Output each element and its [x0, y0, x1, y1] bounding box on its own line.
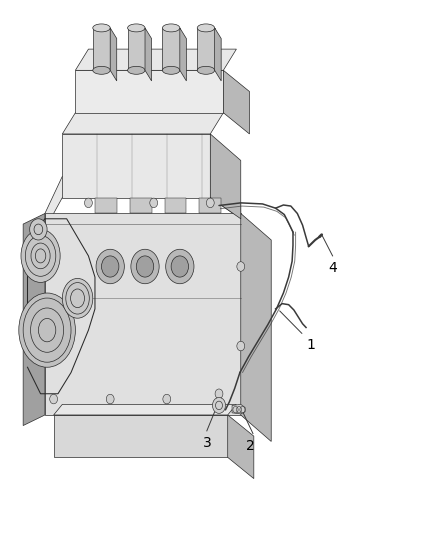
Polygon shape	[241, 214, 271, 441]
Ellipse shape	[127, 24, 145, 32]
Circle shape	[41, 294, 49, 303]
Ellipse shape	[162, 66, 180, 74]
Polygon shape	[45, 214, 241, 415]
Polygon shape	[199, 198, 221, 214]
Ellipse shape	[171, 256, 188, 277]
Polygon shape	[95, 198, 117, 214]
Text: 2: 2	[247, 439, 255, 453]
Circle shape	[212, 398, 226, 414]
Ellipse shape	[136, 256, 154, 277]
Ellipse shape	[21, 229, 60, 282]
Polygon shape	[45, 176, 241, 229]
Polygon shape	[228, 415, 254, 479]
Circle shape	[237, 262, 245, 271]
Polygon shape	[162, 28, 180, 70]
Ellipse shape	[102, 256, 119, 277]
Polygon shape	[75, 49, 237, 70]
Ellipse shape	[162, 24, 180, 32]
Circle shape	[106, 394, 114, 404]
Polygon shape	[75, 70, 223, 113]
Ellipse shape	[30, 219, 47, 240]
Polygon shape	[215, 28, 221, 81]
Ellipse shape	[62, 278, 93, 318]
Polygon shape	[53, 415, 228, 457]
Circle shape	[163, 394, 171, 404]
Circle shape	[41, 235, 49, 245]
Text: 3: 3	[202, 436, 211, 450]
Polygon shape	[110, 28, 117, 81]
Text: 1: 1	[306, 338, 315, 352]
Polygon shape	[127, 28, 145, 70]
Ellipse shape	[127, 66, 145, 74]
Ellipse shape	[197, 66, 215, 74]
Ellipse shape	[197, 24, 215, 32]
Circle shape	[215, 389, 223, 399]
Ellipse shape	[93, 24, 110, 32]
Circle shape	[150, 198, 158, 208]
Polygon shape	[93, 28, 110, 70]
Polygon shape	[62, 134, 210, 198]
Polygon shape	[223, 70, 250, 134]
Ellipse shape	[19, 293, 75, 367]
Ellipse shape	[96, 249, 124, 284]
Circle shape	[206, 198, 214, 208]
Polygon shape	[23, 214, 45, 425]
Polygon shape	[130, 198, 152, 214]
Circle shape	[237, 341, 245, 351]
Circle shape	[85, 198, 92, 208]
Polygon shape	[180, 28, 186, 81]
Ellipse shape	[131, 249, 159, 284]
Polygon shape	[165, 198, 186, 214]
Polygon shape	[210, 134, 241, 219]
Polygon shape	[145, 28, 152, 81]
Polygon shape	[197, 28, 215, 70]
Polygon shape	[53, 405, 237, 415]
Text: 4: 4	[328, 261, 337, 275]
Polygon shape	[232, 405, 245, 414]
Ellipse shape	[166, 249, 194, 284]
Polygon shape	[62, 113, 223, 134]
Circle shape	[49, 394, 57, 404]
Ellipse shape	[93, 66, 110, 74]
